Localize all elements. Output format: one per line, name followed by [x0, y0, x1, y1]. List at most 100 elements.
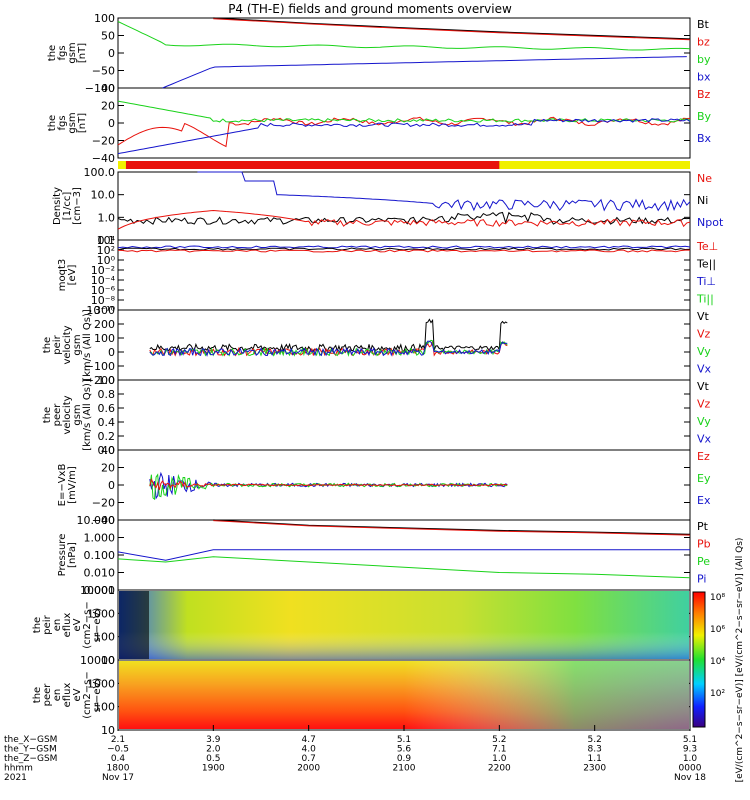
xaxis-row-label: the_X−GSM: [4, 735, 57, 745]
panel-5-tick-label: 1.0: [98, 374, 116, 387]
series-bx: [162, 56, 687, 89]
panel-8-tick-label: 10: [101, 654, 115, 667]
series-vion-black: [149, 318, 508, 354]
panel-9-ylabel-line: eV: [72, 688, 83, 701]
xaxis-value: 5.1: [683, 735, 697, 745]
panel-4-ylabel-line: gsm: [72, 334, 83, 355]
panel-6-legend-ez: Ez: [697, 450, 710, 463]
xaxis-value: 0.4: [111, 754, 126, 764]
panel-9-ylabel-line: sr−eV): [92, 678, 103, 713]
xaxis-row-label: 2021: [4, 773, 27, 783]
panel-0-ylabel-line: [nT]: [77, 43, 88, 63]
panel-4-legend-vz: Vz: [697, 328, 711, 341]
series-vion-red: [149, 341, 508, 357]
panel-1-legend-bz: Bz: [697, 88, 711, 101]
xaxis-value: 3.9: [206, 735, 221, 745]
panel-2-ylabel-line: Density: [52, 187, 63, 225]
panel-7-tick-label: 1.000: [84, 532, 116, 545]
series-by-gsm: [117, 100, 691, 123]
page-title: P4 (TH-E) fields and ground moments over…: [228, 2, 512, 16]
panel-7-legend-pb: Pb: [697, 538, 711, 551]
panel-4-legend-vx: Vx: [697, 363, 712, 376]
panel-1-tick-label: 40: [101, 82, 115, 95]
panel-2-ylabel-line: [cm−3]: [72, 187, 83, 225]
xaxis-value: 5.1: [397, 735, 411, 745]
series-e-red: [149, 478, 508, 491]
panel-6-tick-label: −40: [92, 514, 115, 527]
panel-4-frame: [117, 309, 691, 381]
panel-9-tick-label: 10000: [80, 654, 115, 667]
xaxis-value: 5.2: [588, 735, 602, 745]
panel-7-legend-pe: Pe: [697, 555, 710, 568]
colorbar: [692, 591, 706, 728]
panel-5-tick-label: 0.6: [98, 402, 116, 415]
panel-5-ylabel-line: gsm: [72, 404, 83, 425]
colorbar-tick-label: 10⁶: [710, 625, 725, 635]
panel-4-tick-label: 300: [94, 304, 115, 317]
panel-0-legend-by: by: [697, 53, 711, 66]
panel-7-ylabel-line: Pressure: [57, 534, 68, 577]
panel-8-tick-label: 1000: [87, 607, 115, 620]
panel-0-legend-bx: bx: [697, 71, 711, 84]
xaxis-value: 2.1: [111, 735, 125, 745]
panel-7-legend-pi: Pi: [697, 573, 706, 586]
panel-0-ylabel-line: fgs: [57, 45, 68, 60]
colorbar-tick-label: 10⁸: [710, 593, 725, 603]
panel-3-tick-label: 10⁻²: [91, 264, 115, 277]
panel-5-legend-vy: Vy: [697, 415, 711, 428]
series-pb: [213, 520, 691, 536]
panel-9-ylabel-line: (cm2−s−: [82, 671, 93, 718]
panel-4-ylabel-line: velocity: [62, 325, 73, 364]
panel-8-ylabel-line: eV: [72, 618, 83, 631]
panel-2-tick-label: 100.0: [84, 166, 116, 179]
panel-1-tick-label: −20: [92, 135, 115, 148]
panel-9-ylabel-line: the: [32, 687, 43, 703]
panel-3-tick-label: 10⁴: [97, 234, 116, 247]
series-te-par: [117, 247, 691, 251]
panel-8-ylabel-line: eflux: [62, 613, 73, 638]
series-te-perp: [117, 249, 690, 253]
xaxis-value: 0000: [679, 764, 702, 774]
panel-3-legend-te||: Te||: [696, 258, 716, 271]
panel-0-ylabel: the fgs gsm [nT]: [47, 42, 88, 63]
panel-1-ylabel-line: [nT]: [77, 113, 88, 133]
colorbar-tick-label: 10⁴: [710, 657, 725, 667]
xaxis-value: 0.5: [206, 754, 220, 764]
panel-1-tick-label: 0: [108, 117, 115, 130]
xaxis-value: −0.5: [107, 745, 129, 755]
panel-6-ylabel-line: E=−VxB: [57, 464, 68, 507]
xaxis-value: 2.0: [206, 745, 221, 755]
panel-2-tick-label: 0.1: [98, 234, 116, 247]
panel-6-tick-label: 0: [108, 479, 115, 492]
panel-3-legend-ti⊥: Ti⊥: [696, 275, 716, 288]
panel-1-ylabel: the fgs gsm [nT]: [47, 112, 88, 133]
xaxis-value: 2100: [393, 764, 416, 774]
panel-0-tick-label: −100: [85, 82, 115, 95]
panel-4-tick-label: 100: [94, 332, 115, 345]
panel-3-ylabel-line: moqt3: [57, 259, 68, 292]
series-pt: [213, 519, 691, 535]
panel-2-ylabel-line: [1/cc]: [62, 192, 73, 221]
panel-6-ylabel-line: [mV/m]: [67, 466, 78, 504]
panel-0-tick-label: 50: [101, 30, 115, 43]
panel-9-ylabel-line: en: [52, 689, 63, 702]
xaxis-value: 1.0: [683, 754, 698, 764]
panel-7-legend-pt: Pt: [697, 520, 709, 533]
xaxis-value: 4.7: [302, 735, 316, 745]
series-npot: [197, 171, 691, 212]
panel-7-ylabel-line: [nPa]: [67, 542, 78, 568]
panel-8-ylabel-line: peir: [42, 614, 53, 634]
series-pe: [117, 556, 691, 579]
xaxis-value: 0.7: [302, 754, 316, 764]
panel-7-ylabel: Pressure [nPa]: [57, 534, 78, 577]
panel-5-legend-vz: Vz: [697, 398, 711, 411]
status-bar-red: [125, 161, 500, 169]
panel-7-tick-label: 10.000: [77, 514, 116, 527]
panel-8-ylabel-line: the: [32, 617, 43, 633]
xaxis-value: 2200: [488, 764, 511, 774]
panel-5-ylabel-line: velocity: [62, 395, 73, 434]
xaxis-value: 8.3: [588, 745, 602, 755]
panel-5-ylabel-line: peer: [52, 403, 63, 427]
panel-4-ylabel-line: the: [42, 337, 53, 353]
xaxis-value: 5.2: [492, 735, 506, 745]
